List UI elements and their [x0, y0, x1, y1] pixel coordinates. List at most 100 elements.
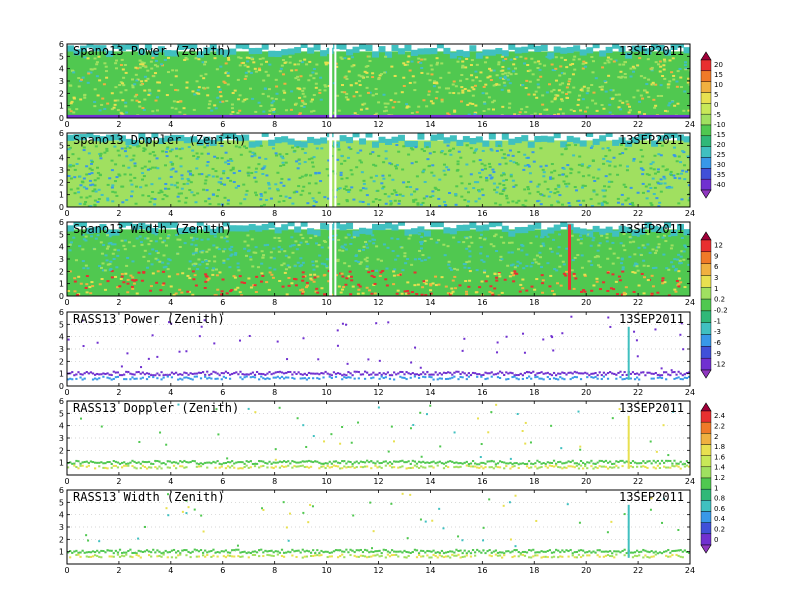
field-cell [253, 154, 257, 157]
field-cell [497, 61, 501, 64]
field-cell [483, 167, 487, 170]
field-cell [643, 246, 647, 249]
band-cell [201, 554, 205, 557]
field-cell [343, 91, 347, 94]
band-cell [617, 460, 620, 463]
band-cell [393, 378, 396, 381]
band-cell [542, 372, 545, 375]
field-cell [602, 162, 606, 165]
field-cell [682, 258, 686, 261]
field-cell [215, 175, 219, 178]
field-cell [268, 109, 272, 112]
band-cell [339, 372, 342, 375]
field-cell [85, 275, 89, 278]
band-cell [609, 466, 612, 469]
field-cell [249, 258, 253, 261]
band-cell [206, 466, 209, 469]
field-cell [297, 185, 301, 188]
band-cell [93, 554, 97, 557]
band-cell [320, 554, 323, 557]
band-cell [197, 463, 201, 466]
band-cell [397, 460, 400, 463]
band-cell [172, 464, 176, 467]
band-cell [168, 466, 171, 469]
sparse-cell [296, 417, 299, 420]
band-cell [249, 466, 252, 469]
band-cell [357, 549, 360, 552]
y-tick-label: 2 [59, 446, 64, 455]
field-cell [553, 192, 557, 195]
field-cell [684, 67, 688, 70]
band-cell [233, 549, 236, 552]
field-cell [647, 173, 651, 176]
field-cell [337, 203, 341, 206]
field-cell [151, 166, 155, 169]
field-cell [367, 203, 371, 206]
band-cell [380, 462, 383, 465]
fringe-cell [430, 222, 438, 228]
band-cell [343, 460, 346, 463]
band-cell [316, 554, 319, 557]
band-cell [461, 555, 464, 558]
field-cell [530, 57, 534, 60]
band-cell [120, 554, 124, 557]
field-cell [260, 262, 264, 265]
field-cell [215, 274, 219, 277]
band-cell [241, 555, 244, 558]
field-cell [314, 82, 318, 85]
panel-date: 13SEP2011 [619, 133, 684, 147]
fringe-cell [268, 139, 276, 146]
band-cell [102, 375, 105, 378]
field-cell [560, 153, 564, 156]
field-cell [161, 283, 165, 286]
field-cell [453, 275, 457, 278]
field-cell [680, 250, 684, 253]
field-cell [514, 67, 518, 70]
field-cell [377, 101, 381, 104]
field-cell [624, 148, 628, 151]
field-cell [340, 288, 344, 291]
field-cell [226, 159, 230, 162]
field-cell [590, 84, 594, 87]
field-cell [272, 247, 276, 250]
band-cell [268, 460, 271, 463]
field-cell [195, 152, 199, 155]
field-cell [600, 85, 604, 88]
field-cell [296, 146, 300, 149]
sparse-cell [505, 335, 508, 338]
band-cell [361, 554, 365, 557]
field-cell [284, 254, 288, 257]
band-cell [222, 555, 225, 558]
field-cell [532, 160, 536, 163]
field-cell [262, 203, 266, 206]
band-cell [318, 467, 321, 470]
field-cell [142, 175, 146, 178]
field-cell [422, 280, 426, 283]
field-cell [461, 91, 465, 94]
band-cell [370, 377, 373, 380]
band-cell [307, 459, 311, 462]
field-cell [248, 87, 252, 90]
field-cell [205, 164, 209, 167]
band-cell [681, 374, 684, 377]
field-cell [638, 100, 642, 103]
band-cell [395, 373, 398, 376]
field-cell [238, 109, 242, 112]
fringe-cell [592, 138, 600, 145]
field-cell [207, 103, 211, 106]
field-cell [507, 67, 511, 70]
field-cell [113, 248, 117, 251]
x-tick-label: 24 [685, 388, 695, 397]
field-cell [425, 195, 429, 198]
band-cell [449, 556, 452, 559]
band-cell [353, 377, 356, 380]
fringe-cell [190, 136, 198, 143]
field-cell [284, 195, 288, 198]
band-cell [139, 556, 142, 559]
band-cell [260, 460, 263, 463]
field-cell [274, 183, 278, 186]
band-cell [249, 376, 252, 379]
field-cell [121, 185, 125, 188]
field-cell [218, 90, 222, 93]
